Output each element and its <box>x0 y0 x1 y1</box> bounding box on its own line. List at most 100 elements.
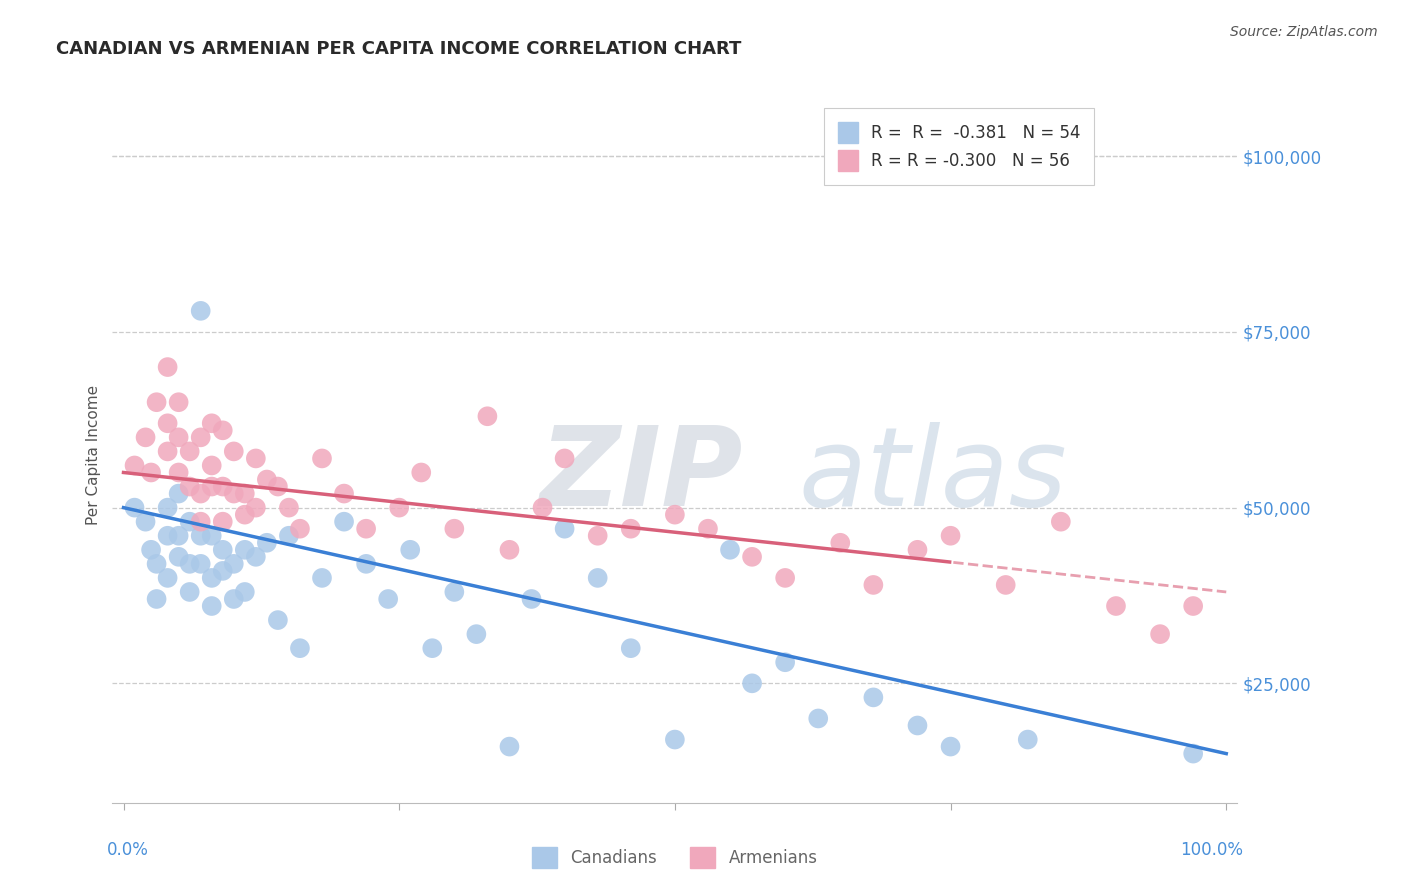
Point <box>830 535 852 549</box>
Point <box>222 486 245 500</box>
Point <box>586 571 609 585</box>
Point <box>233 486 256 500</box>
Point <box>190 557 212 571</box>
Point <box>498 739 520 754</box>
Point <box>994 578 1017 592</box>
Point <box>697 522 720 536</box>
Point <box>862 578 884 592</box>
Point <box>554 522 576 536</box>
Point <box>222 592 245 607</box>
Point <box>201 571 224 585</box>
Point <box>664 508 686 522</box>
Point <box>443 522 465 536</box>
Point <box>773 571 796 585</box>
Point <box>211 515 233 529</box>
Point <box>156 571 179 585</box>
Point <box>620 522 643 536</box>
Point <box>135 515 157 529</box>
Point <box>554 451 576 466</box>
Point <box>333 486 356 500</box>
Point <box>256 535 278 549</box>
Point <box>288 641 311 656</box>
Point <box>311 451 333 466</box>
Point <box>498 542 520 557</box>
Point <box>333 515 356 529</box>
Text: Source: ZipAtlas.com: Source: ZipAtlas.com <box>1230 25 1378 39</box>
Point <box>179 444 201 458</box>
Point <box>939 739 962 754</box>
Point <box>145 592 167 607</box>
Point <box>211 479 233 493</box>
Point <box>156 529 179 543</box>
Point <box>201 479 224 493</box>
Point <box>741 676 763 690</box>
Point <box>139 542 162 557</box>
Point <box>1182 747 1205 761</box>
Point <box>139 466 162 480</box>
Point <box>862 690 884 705</box>
Point <box>420 641 443 656</box>
Point <box>190 515 212 529</box>
Y-axis label: Per Capita Income: Per Capita Income <box>86 384 101 525</box>
Point <box>443 585 465 599</box>
Point <box>311 571 333 585</box>
Point <box>211 423 233 437</box>
Point <box>233 508 256 522</box>
Point <box>167 529 190 543</box>
Point <box>586 529 609 543</box>
Text: 0.0%: 0.0% <box>107 841 149 859</box>
Point <box>222 557 245 571</box>
Point <box>520 592 543 607</box>
Point <box>1182 599 1205 613</box>
Point <box>124 458 146 473</box>
Point <box>167 486 190 500</box>
Point <box>190 486 212 500</box>
Point <box>718 542 741 557</box>
Legend: R =  R =  -0.381   N = 54, R = R = -0.300   N = 56: R = R = -0.381 N = 54, R = R = -0.300 N … <box>824 109 1094 185</box>
Point <box>354 522 377 536</box>
Text: ZIP: ZIP <box>540 422 744 529</box>
Point <box>477 409 499 424</box>
Point <box>167 549 190 564</box>
Point <box>211 564 233 578</box>
Point <box>167 466 190 480</box>
Point <box>267 613 290 627</box>
Point <box>245 549 267 564</box>
Point <box>156 360 179 375</box>
Point <box>399 542 422 557</box>
Point <box>354 557 377 571</box>
Point <box>1105 599 1128 613</box>
Point <box>156 500 179 515</box>
Point <box>211 542 233 557</box>
Point <box>201 458 224 473</box>
Point <box>190 303 212 318</box>
Point <box>245 500 267 515</box>
Text: 100.0%: 100.0% <box>1180 841 1243 859</box>
Point <box>1017 732 1039 747</box>
Point <box>135 430 157 444</box>
Point <box>145 557 167 571</box>
Point <box>156 444 179 458</box>
Point <box>201 599 224 613</box>
Point <box>201 529 224 543</box>
Point <box>233 585 256 599</box>
Point <box>531 500 554 515</box>
Point <box>664 732 686 747</box>
Point <box>267 479 290 493</box>
Point <box>179 515 201 529</box>
Point <box>1050 515 1073 529</box>
Point <box>190 529 212 543</box>
Text: CANADIAN VS ARMENIAN PER CAPITA INCOME CORRELATION CHART: CANADIAN VS ARMENIAN PER CAPITA INCOME C… <box>56 40 741 58</box>
Point <box>1149 627 1171 641</box>
Point <box>222 444 245 458</box>
Point <box>620 641 643 656</box>
Point <box>167 395 190 409</box>
Point <box>167 430 190 444</box>
Point <box>741 549 763 564</box>
Point <box>939 529 962 543</box>
Point <box>277 500 299 515</box>
Point <box>179 557 201 571</box>
Point <box>190 430 212 444</box>
Point <box>256 473 278 487</box>
Point <box>156 417 179 431</box>
